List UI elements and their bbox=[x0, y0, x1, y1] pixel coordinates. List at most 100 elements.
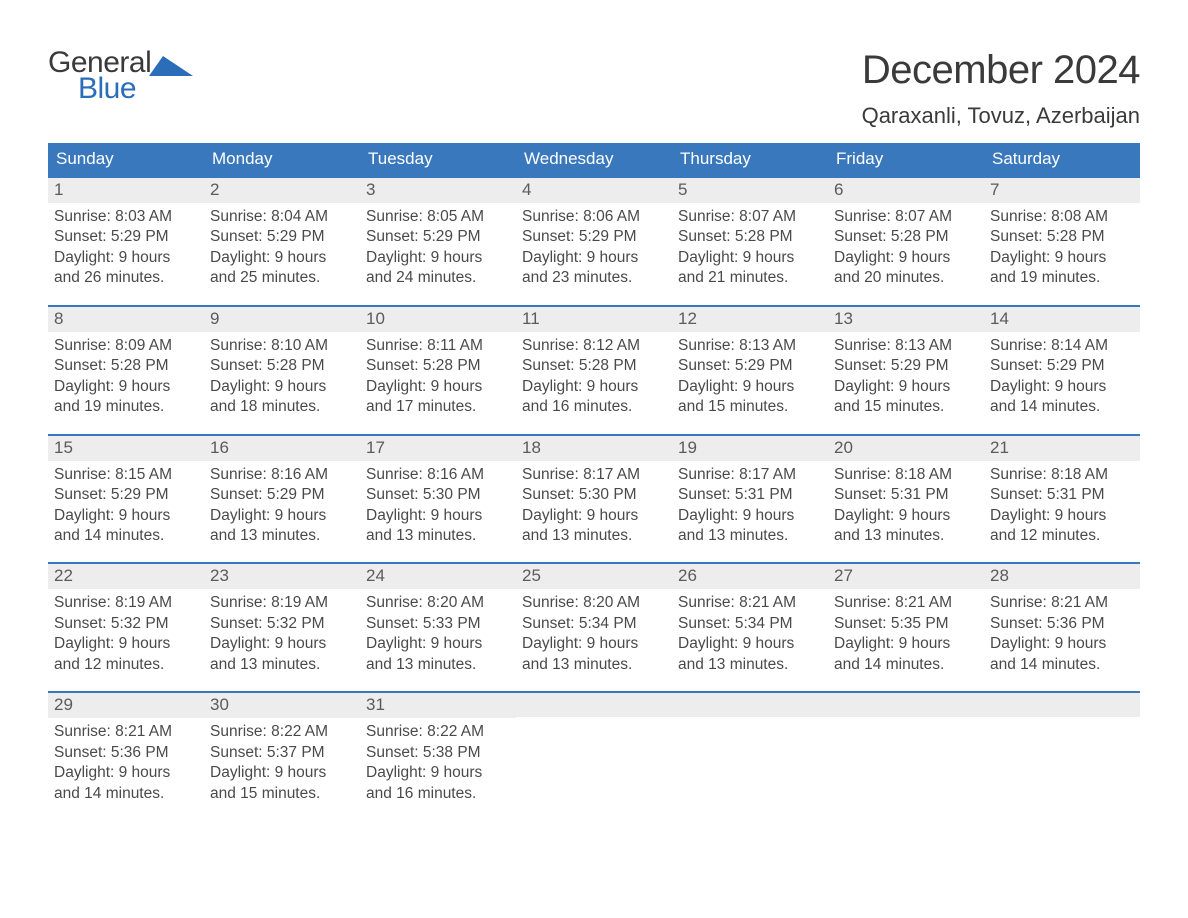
day-header-cell: Thursday bbox=[672, 143, 828, 176]
day-number: 5 bbox=[672, 178, 828, 203]
daylight-line: Daylight: 9 hours and 13 minutes. bbox=[522, 634, 666, 675]
day-body: Sunrise: 8:21 AMSunset: 5:35 PMDaylight:… bbox=[828, 589, 984, 677]
day-number bbox=[828, 693, 984, 717]
daylight-line: Daylight: 9 hours and 13 minutes. bbox=[678, 506, 822, 547]
day-cell: 10Sunrise: 8:11 AMSunset: 5:28 PMDayligh… bbox=[360, 307, 516, 420]
sunrise-line: Sunrise: 8:20 AM bbox=[366, 593, 510, 613]
daylight-line: Daylight: 9 hours and 14 minutes. bbox=[990, 634, 1134, 675]
sunset-line: Sunset: 5:36 PM bbox=[54, 743, 198, 763]
day-cell: 25Sunrise: 8:20 AMSunset: 5:34 PMDayligh… bbox=[516, 564, 672, 677]
day-number: 27 bbox=[828, 564, 984, 589]
day-number: 11 bbox=[516, 307, 672, 332]
day-header-cell: Wednesday bbox=[516, 143, 672, 176]
day-body: Sunrise: 8:09 AMSunset: 5:28 PMDaylight:… bbox=[48, 332, 204, 420]
day-body: Sunrise: 8:20 AMSunset: 5:33 PMDaylight:… bbox=[360, 589, 516, 677]
daylight-line: Daylight: 9 hours and 14 minutes. bbox=[54, 763, 198, 804]
sunset-line: Sunset: 5:37 PM bbox=[210, 743, 354, 763]
daylight-line: Daylight: 9 hours and 24 minutes. bbox=[366, 248, 510, 289]
day-cell: 20Sunrise: 8:18 AMSunset: 5:31 PMDayligh… bbox=[828, 436, 984, 549]
day-body: Sunrise: 8:04 AMSunset: 5:29 PMDaylight:… bbox=[204, 203, 360, 291]
sunset-line: Sunset: 5:29 PM bbox=[678, 356, 822, 376]
sunset-line: Sunset: 5:29 PM bbox=[54, 227, 198, 247]
daylight-line: Daylight: 9 hours and 23 minutes. bbox=[522, 248, 666, 289]
day-body: Sunrise: 8:16 AMSunset: 5:29 PMDaylight:… bbox=[204, 461, 360, 549]
day-cell: 1Sunrise: 8:03 AMSunset: 5:29 PMDaylight… bbox=[48, 178, 204, 291]
daylight-line: Daylight: 9 hours and 17 minutes. bbox=[366, 377, 510, 418]
daylight-line: Daylight: 9 hours and 13 minutes. bbox=[678, 634, 822, 675]
day-body: Sunrise: 8:13 AMSunset: 5:29 PMDaylight:… bbox=[828, 332, 984, 420]
day-cell: 15Sunrise: 8:15 AMSunset: 5:29 PMDayligh… bbox=[48, 436, 204, 549]
sunset-line: Sunset: 5:28 PM bbox=[210, 356, 354, 376]
sunset-line: Sunset: 5:28 PM bbox=[678, 227, 822, 247]
day-cell: 12Sunrise: 8:13 AMSunset: 5:29 PMDayligh… bbox=[672, 307, 828, 420]
day-body: Sunrise: 8:06 AMSunset: 5:29 PMDaylight:… bbox=[516, 203, 672, 291]
day-cell: 21Sunrise: 8:18 AMSunset: 5:31 PMDayligh… bbox=[984, 436, 1140, 549]
day-number: 15 bbox=[48, 436, 204, 461]
day-cell: 11Sunrise: 8:12 AMSunset: 5:28 PMDayligh… bbox=[516, 307, 672, 420]
day-header-cell: Monday bbox=[204, 143, 360, 176]
day-number: 14 bbox=[984, 307, 1140, 332]
daylight-line: Daylight: 9 hours and 14 minutes. bbox=[834, 634, 978, 675]
daylight-line: Daylight: 9 hours and 13 minutes. bbox=[366, 506, 510, 547]
day-number: 31 bbox=[360, 693, 516, 718]
sunset-line: Sunset: 5:29 PM bbox=[834, 356, 978, 376]
daylight-line: Daylight: 9 hours and 12 minutes. bbox=[54, 634, 198, 675]
day-body: Sunrise: 8:14 AMSunset: 5:29 PMDaylight:… bbox=[984, 332, 1140, 420]
sunrise-line: Sunrise: 8:17 AM bbox=[678, 465, 822, 485]
day-number: 16 bbox=[204, 436, 360, 461]
day-cell: 13Sunrise: 8:13 AMSunset: 5:29 PMDayligh… bbox=[828, 307, 984, 420]
sunset-line: Sunset: 5:29 PM bbox=[210, 485, 354, 505]
daylight-line: Daylight: 9 hours and 15 minutes. bbox=[678, 377, 822, 418]
header: General Blue December 2024 Qaraxanli, To… bbox=[48, 48, 1140, 129]
day-body: Sunrise: 8:17 AMSunset: 5:31 PMDaylight:… bbox=[672, 461, 828, 549]
day-body: Sunrise: 8:03 AMSunset: 5:29 PMDaylight:… bbox=[48, 203, 204, 291]
sunset-line: Sunset: 5:30 PM bbox=[522, 485, 666, 505]
day-body: Sunrise: 8:19 AMSunset: 5:32 PMDaylight:… bbox=[48, 589, 204, 677]
sunset-line: Sunset: 5:28 PM bbox=[834, 227, 978, 247]
day-number: 30 bbox=[204, 693, 360, 718]
daylight-line: Daylight: 9 hours and 20 minutes. bbox=[834, 248, 978, 289]
week-row: 15Sunrise: 8:15 AMSunset: 5:29 PMDayligh… bbox=[48, 434, 1140, 549]
day-cell: 5Sunrise: 8:07 AMSunset: 5:28 PMDaylight… bbox=[672, 178, 828, 291]
sunset-line: Sunset: 5:32 PM bbox=[54, 614, 198, 634]
daylight-line: Daylight: 9 hours and 13 minutes. bbox=[210, 506, 354, 547]
sunset-line: Sunset: 5:30 PM bbox=[366, 485, 510, 505]
day-body: Sunrise: 8:10 AMSunset: 5:28 PMDaylight:… bbox=[204, 332, 360, 420]
day-header-row: SundayMondayTuesdayWednesdayThursdayFrid… bbox=[48, 143, 1140, 176]
day-number bbox=[672, 693, 828, 717]
sunrise-line: Sunrise: 8:08 AM bbox=[990, 207, 1134, 227]
week-row: 1Sunrise: 8:03 AMSunset: 5:29 PMDaylight… bbox=[48, 176, 1140, 291]
daylight-line: Daylight: 9 hours and 25 minutes. bbox=[210, 248, 354, 289]
day-number: 8 bbox=[48, 307, 204, 332]
day-cell: 4Sunrise: 8:06 AMSunset: 5:29 PMDaylight… bbox=[516, 178, 672, 291]
day-number: 9 bbox=[204, 307, 360, 332]
day-header-cell: Sunday bbox=[48, 143, 204, 176]
day-cell bbox=[516, 693, 672, 806]
day-body: Sunrise: 8:13 AMSunset: 5:29 PMDaylight:… bbox=[672, 332, 828, 420]
day-body: Sunrise: 8:12 AMSunset: 5:28 PMDaylight:… bbox=[516, 332, 672, 420]
day-body: Sunrise: 8:07 AMSunset: 5:28 PMDaylight:… bbox=[828, 203, 984, 291]
day-cell: 6Sunrise: 8:07 AMSunset: 5:28 PMDaylight… bbox=[828, 178, 984, 291]
sunset-line: Sunset: 5:28 PM bbox=[522, 356, 666, 376]
day-cell: 18Sunrise: 8:17 AMSunset: 5:30 PMDayligh… bbox=[516, 436, 672, 549]
sunrise-line: Sunrise: 8:04 AM bbox=[210, 207, 354, 227]
day-cell: 9Sunrise: 8:10 AMSunset: 5:28 PMDaylight… bbox=[204, 307, 360, 420]
sunrise-line: Sunrise: 8:22 AM bbox=[210, 722, 354, 742]
sunset-line: Sunset: 5:34 PM bbox=[522, 614, 666, 634]
sunrise-line: Sunrise: 8:17 AM bbox=[522, 465, 666, 485]
day-cell: 19Sunrise: 8:17 AMSunset: 5:31 PMDayligh… bbox=[672, 436, 828, 549]
daylight-line: Daylight: 9 hours and 18 minutes. bbox=[210, 377, 354, 418]
sunrise-line: Sunrise: 8:16 AM bbox=[210, 465, 354, 485]
sunrise-line: Sunrise: 8:07 AM bbox=[678, 207, 822, 227]
sunset-line: Sunset: 5:33 PM bbox=[366, 614, 510, 634]
day-body: Sunrise: 8:07 AMSunset: 5:28 PMDaylight:… bbox=[672, 203, 828, 291]
sunset-line: Sunset: 5:29 PM bbox=[990, 356, 1134, 376]
day-cell: 29Sunrise: 8:21 AMSunset: 5:36 PMDayligh… bbox=[48, 693, 204, 806]
sunrise-line: Sunrise: 8:10 AM bbox=[210, 336, 354, 356]
day-number: 13 bbox=[828, 307, 984, 332]
daylight-line: Daylight: 9 hours and 14 minutes. bbox=[990, 377, 1134, 418]
day-body: Sunrise: 8:18 AMSunset: 5:31 PMDaylight:… bbox=[828, 461, 984, 549]
sunrise-line: Sunrise: 8:21 AM bbox=[990, 593, 1134, 613]
day-number: 25 bbox=[516, 564, 672, 589]
location: Qaraxanli, Tovuz, Azerbaijan bbox=[862, 103, 1140, 129]
